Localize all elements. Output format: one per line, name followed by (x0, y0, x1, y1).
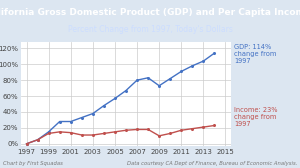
Text: Percent Change from 1997, Today's Dollars: Percent Change from 1997, Today's Dollar… (68, 25, 232, 34)
Text: Chart by First Squadas: Chart by First Squadas (3, 161, 63, 166)
Text: GDP: 114%
change from
1997: GDP: 114% change from 1997 (234, 45, 276, 65)
Text: Income: 23%
change from
1997: Income: 23% change from 1997 (234, 107, 278, 127)
Text: Data courtesy CA Dept of Finance, Bureau of Economic Analysis.: Data courtesy CA Dept of Finance, Bureau… (127, 161, 297, 166)
Text: California Gross Domestic Product (GDP) and Per Capita Income:: California Gross Domestic Product (GDP) … (0, 8, 300, 17)
